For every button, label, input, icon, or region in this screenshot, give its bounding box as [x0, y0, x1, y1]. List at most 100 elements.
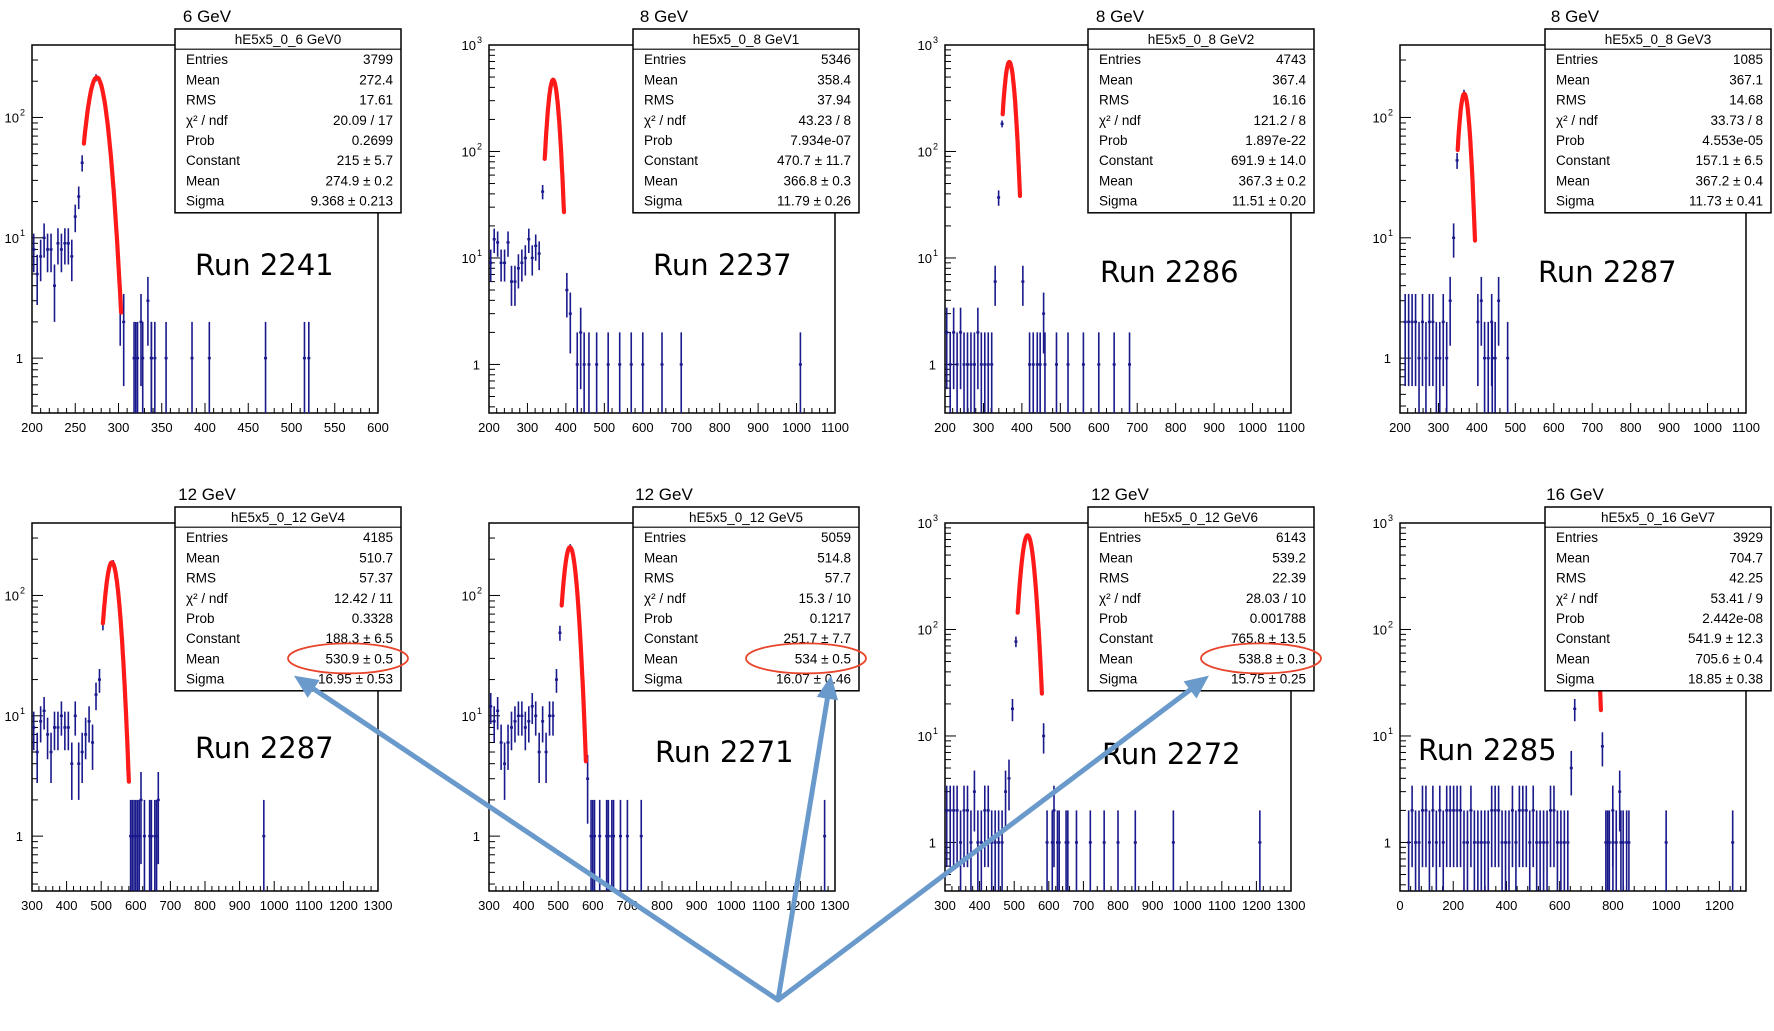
- stats-value: 0.001788: [1250, 611, 1306, 626]
- stats-label: RMS: [186, 93, 216, 108]
- stats-label: Entries: [644, 52, 686, 67]
- stats-value: 4.553e-05: [1702, 133, 1763, 148]
- stats-label: Constant: [644, 153, 698, 168]
- x-tick-label: 1000: [1652, 898, 1681, 913]
- stats-label: Sigma: [644, 194, 683, 209]
- y-tick-label: 10: [1373, 231, 1387, 246]
- x-tick-label: 900: [747, 420, 769, 435]
- stats-value: 18.85 ± 0.38: [1688, 672, 1763, 687]
- y-tick-label: 1: [1384, 351, 1391, 366]
- x-tick-label: 600: [1549, 898, 1571, 913]
- panel-title: 12 GeV: [178, 485, 236, 504]
- x-tick-label: 1000: [260, 898, 289, 913]
- stats-value: 15.75 ± 0.25: [1231, 672, 1306, 687]
- x-tick-label: 300: [1428, 420, 1450, 435]
- x-tick-label: 700: [670, 420, 692, 435]
- y-tick-label: 10: [918, 729, 932, 744]
- x-tick-label: 450: [237, 420, 259, 435]
- run-label: Run 2272: [1102, 737, 1241, 771]
- x-tick-label: 700: [1126, 420, 1148, 435]
- panel-title: 16 GeV: [1546, 485, 1604, 504]
- arrow-head: [816, 675, 838, 701]
- y-tick-label: 10: [1373, 729, 1387, 744]
- stats-value: 367.4: [1272, 72, 1306, 87]
- x-tick-label: 200: [478, 420, 500, 435]
- stats-value: 0.1217: [810, 611, 851, 626]
- y-tick-label: 10: [918, 622, 932, 637]
- stats-value: 0.3328: [352, 611, 393, 626]
- x-tick-label: 200: [1389, 420, 1411, 435]
- x-tick-label: 1100: [821, 420, 849, 435]
- y-tick-exponent: 3: [1388, 513, 1393, 523]
- x-tick-label: 700: [1581, 420, 1603, 435]
- stats-value: 541.9 ± 12.3: [1688, 631, 1763, 646]
- stats-value: 367.1: [1729, 72, 1763, 87]
- x-tick-label: 500: [1504, 420, 1526, 435]
- stats-value: 1.897e-22: [1245, 133, 1306, 148]
- highlight-ellipse: [745, 642, 867, 675]
- stats-label: Mean: [1556, 550, 1590, 565]
- stats-value: 33.73 / 8: [1710, 113, 1763, 128]
- y-tick-label: 10: [1373, 622, 1387, 637]
- stats-value: 0.2699: [352, 133, 393, 148]
- stats-value: 14.68: [1729, 93, 1763, 108]
- x-tick-label: 800: [1620, 420, 1642, 435]
- x-tick-label: 600: [1088, 420, 1110, 435]
- x-tick-label: 300: [21, 898, 43, 913]
- x-tick-label: 1300: [364, 898, 393, 913]
- x-tick-label: 1000: [717, 898, 746, 913]
- stats-label: Mean: [1556, 651, 1590, 666]
- stats-value: 11.79 ± 0.26: [777, 194, 851, 209]
- stats-value: 510.7: [359, 550, 393, 565]
- stats-label: Prob: [644, 133, 673, 148]
- stats-label: Constant: [644, 631, 698, 646]
- x-tick-label: 500: [1003, 898, 1025, 913]
- x-tick-label: 600: [632, 420, 654, 435]
- stats-label: Mean: [1556, 72, 1590, 87]
- stats-value: 6143: [1276, 530, 1306, 545]
- y-tick-label: 1: [929, 835, 936, 850]
- x-tick-label: 800: [651, 898, 673, 913]
- stats-label: Sigma: [186, 194, 225, 209]
- histogram-series: [945, 60, 1132, 413]
- y-tick-label: 10: [462, 144, 476, 159]
- stats-label: Constant: [186, 153, 240, 168]
- y-tick-exponent: 2: [933, 141, 938, 151]
- x-tick-label: 700: [160, 898, 182, 913]
- gaussian-fit-curve: [1000, 59, 1023, 199]
- stats-box: hE5x5_0_8 GeV3 Entries 1085 Mean 367.1 RMS 14.…: [1544, 28, 1772, 214]
- y-tick-exponent: 1: [933, 248, 938, 258]
- panel-title: 8 GeV: [1551, 7, 1600, 26]
- x-tick-label: 600: [1038, 898, 1060, 913]
- x-tick-label: 1100: [1277, 420, 1305, 435]
- y-tick-exponent: 3: [477, 35, 482, 45]
- stats-value: 765.8 ± 13.5: [1231, 631, 1306, 646]
- x-tick-label: 800: [709, 420, 731, 435]
- stats-label: RMS: [186, 571, 216, 586]
- stats-label: Mean: [644, 173, 678, 188]
- x-tick-label: 300: [973, 420, 995, 435]
- gaussian-fit-curve: [542, 77, 567, 215]
- y-tick-exponent: 1: [20, 228, 25, 238]
- x-tick-label: 300: [478, 898, 500, 913]
- stats-label: Entries: [1099, 52, 1141, 67]
- x-tick-label: 1300: [821, 898, 850, 913]
- x-tick-label: 300: [108, 420, 130, 435]
- stats-value: 539.2: [1272, 550, 1306, 565]
- stats-label: Sigma: [644, 672, 683, 687]
- run-label: Run 2286: [1100, 255, 1239, 289]
- x-tick-label: 1000: [1693, 420, 1722, 435]
- stats-label: Entries: [1556, 530, 1598, 545]
- run-label: Run 2237: [653, 248, 792, 282]
- stats-label: RMS: [1556, 571, 1586, 586]
- y-tick-label: 10: [5, 110, 19, 125]
- stats-label: Prob: [1099, 133, 1128, 148]
- stats-value: 5346: [821, 52, 851, 67]
- stats-label: Prob: [1556, 133, 1585, 148]
- stats-label: χ² / ndf: [186, 591, 228, 606]
- gaussian-fit-curve: [559, 544, 589, 764]
- stats-label: Constant: [1556, 153, 1610, 168]
- arrow-head: [293, 675, 320, 698]
